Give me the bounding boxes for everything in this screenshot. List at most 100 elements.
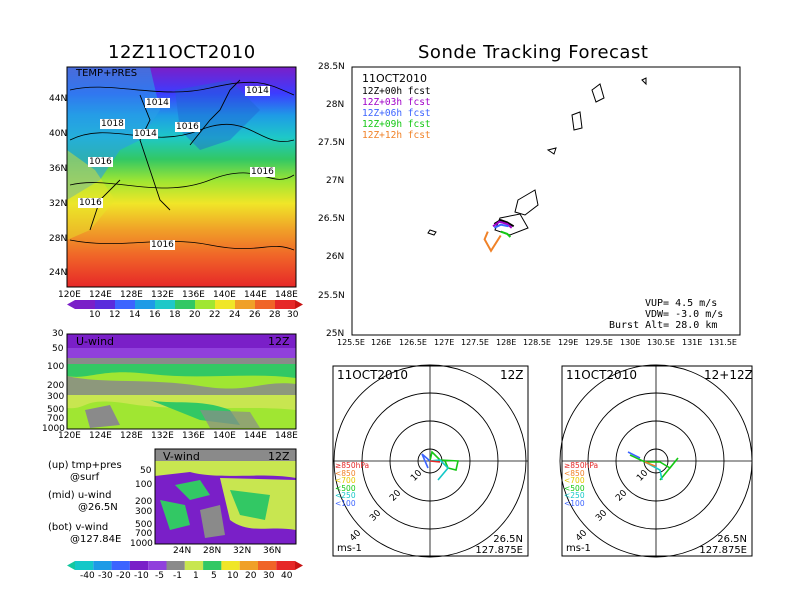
lat-tick: 36N	[49, 164, 68, 174]
uwind-panel	[66, 333, 297, 430]
p-tick: 300	[47, 392, 65, 402]
hodo-lat: 26.5N	[717, 534, 747, 545]
lat-tick: 25N	[326, 329, 345, 339]
lon-tick: 136E	[182, 431, 205, 441]
hodo-date: 11OCT2010	[566, 368, 637, 382]
p-tick: 1000	[42, 424, 65, 434]
lat-tick: 44N	[49, 94, 68, 104]
colorbar-tick: 30	[263, 571, 275, 581]
colorbar-tick: 28	[269, 310, 281, 320]
colorbar-tick: 40	[281, 571, 293, 581]
lat-tick: 40N	[49, 129, 68, 139]
legend-item: 12Z+09h fcst	[362, 119, 431, 130]
temp-map-panel	[66, 66, 297, 288]
hodo-unit: ms-1	[337, 543, 362, 554]
colorbar-tick: -30	[98, 571, 113, 581]
colorbar-tick: 20	[189, 310, 201, 320]
track-date: 11OCT2010	[362, 72, 428, 85]
lon-tick: 127.5E	[461, 338, 489, 347]
note-bot: (bot) v-wind @127.84E	[48, 522, 122, 545]
lon-tick: 131E	[682, 338, 703, 347]
p-tick: 700	[47, 414, 65, 424]
lon-tick: 128E	[120, 431, 143, 441]
colorbar-tick: 10	[227, 571, 239, 581]
lat-tick: 28.5N	[318, 62, 345, 72]
lon-tick: 130.5E	[647, 338, 675, 347]
lon-tick: 132E	[151, 290, 174, 300]
lon-tick: 128.5E	[523, 338, 551, 347]
vup-readout: VUP= 4.5 m/s	[645, 298, 718, 309]
legend-item: 12Z+12h fcst	[362, 130, 431, 141]
uwind-time: 12Z	[268, 335, 290, 348]
isobar-label: 1016	[250, 167, 275, 177]
p-tick: 500	[135, 520, 153, 530]
vwind-colorbar	[67, 561, 303, 570]
colorbar-tick: 1	[193, 571, 199, 581]
lat-tick: 32N	[233, 546, 252, 556]
hodo-lat: 26.5N	[493, 534, 523, 545]
colorbar-tick: 20	[245, 571, 257, 581]
burst-readout: Burst Alt= 28.0 km	[609, 320, 718, 331]
isobar-label: 1016	[88, 157, 113, 167]
lat-tick: 25.5N	[318, 291, 345, 301]
lon-tick: 130E	[620, 338, 641, 347]
p-tick: 200	[135, 497, 153, 507]
lon-tick: 136E	[182, 290, 205, 300]
isobar-label: 1016	[150, 240, 175, 250]
lon-tick: 144E	[244, 290, 267, 300]
hodo-time: 12+12Z	[704, 368, 753, 382]
lat-tick: 26N	[326, 252, 345, 262]
colorbar-tick: -1	[173, 571, 182, 581]
colorbar-tick: -40	[80, 571, 95, 581]
colorbar-tick: -5	[155, 571, 164, 581]
isobar-label: 1018	[100, 119, 125, 129]
p-tick: 100	[135, 480, 153, 490]
lon-tick: 124E	[89, 290, 112, 300]
lon-tick: 129E	[558, 338, 579, 347]
uwind-label: U-wind	[76, 335, 115, 348]
track-legend: 12Z+00h fcst 12Z+03h fcst 12Z+06h fcst 1…	[362, 86, 431, 141]
lon-tick: 127E	[434, 338, 455, 347]
colorbar-tick: 5	[211, 571, 217, 581]
lat-tick: 27.5N	[318, 138, 345, 148]
lon-tick: 132E	[151, 431, 174, 441]
isobar-label: 1014	[245, 86, 270, 96]
lon-tick: 148E	[275, 431, 298, 441]
track-map-frame	[351, 66, 741, 336]
hodograph-left	[332, 364, 529, 558]
colorbar-tick: 12	[109, 310, 121, 320]
colorbar-tick: 26	[249, 310, 261, 320]
lon-tick: 120E	[58, 290, 81, 300]
colorbar-tick: -10	[134, 571, 149, 581]
colorbar-tick: 22	[209, 310, 221, 320]
temp-panel-label: TEMP+PRES	[76, 68, 138, 79]
lat-tick: 32N	[49, 199, 68, 209]
legend-item: 12Z+00h fcst	[362, 86, 431, 97]
lat-tick: 28N	[203, 546, 222, 556]
lon-tick: 148E	[275, 290, 298, 300]
track-series-3	[500, 230, 512, 238]
p-tick: 500	[47, 405, 65, 415]
vwind-label: V-wind	[163, 450, 200, 463]
isobar-label: 1014	[145, 98, 170, 108]
track-lines	[483, 218, 515, 253]
p-tick: 700	[135, 529, 153, 539]
p-tick: 300	[135, 507, 153, 517]
map-title: 12Z11OCT2010	[108, 42, 256, 63]
legend-item: 12Z+06h fcst	[362, 108, 431, 119]
vdw-readout: VDW= -3.0 m/s	[645, 309, 724, 320]
level-legend: ≥850hPa <850 <700 <500 <250 <100	[335, 461, 370, 508]
lat-tick: 28N	[326, 100, 345, 110]
note-up: (up) tmp+pres @surf	[48, 460, 122, 483]
vwind-panel	[154, 448, 297, 545]
p-tick: 1000	[130, 539, 153, 549]
p-tick: 100	[47, 362, 65, 372]
lon-tick: 140E	[213, 290, 236, 300]
lat-tick: 24N	[49, 268, 68, 278]
track-title: Sonde Tracking Forecast	[418, 42, 649, 63]
hodo-lon: 127.875E	[699, 545, 747, 556]
lon-tick: 120E	[58, 431, 81, 441]
hodo-time: 12Z	[500, 368, 524, 382]
hodo-date: 11OCT2010	[337, 368, 408, 382]
